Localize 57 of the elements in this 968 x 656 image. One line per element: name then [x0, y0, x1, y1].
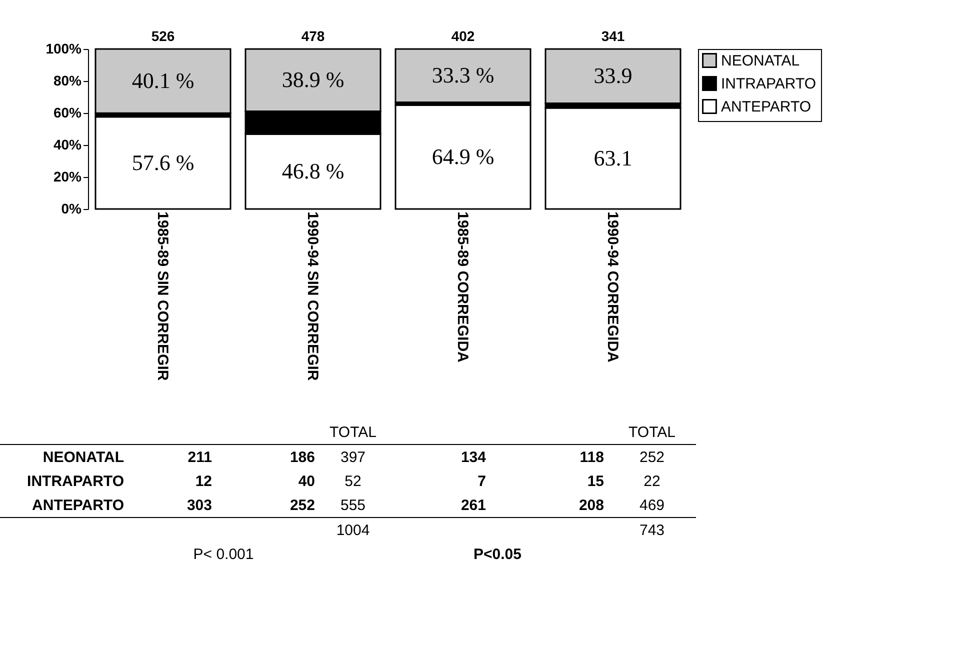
- text: 252: [288, 496, 316, 516]
- annotation: 402: [451, 28, 475, 44]
- data-label: 33.9: [594, 63, 632, 88]
- data-label: 38.9 %: [282, 67, 344, 92]
- text: 208: [578, 496, 605, 516]
- text: NEONATAL: [42, 448, 125, 468]
- text: 12: [194, 472, 213, 492]
- text: 118: [578, 448, 605, 468]
- y-tick-label: 60%: [53, 104, 82, 120]
- text: P<0.05: [472, 544, 522, 564]
- text: TOTAL: [628, 422, 676, 442]
- text: 261: [460, 496, 487, 516]
- x-tick-label: 1985-89 CORREGIDA: [454, 212, 471, 363]
- legend-label: ANTEPARTO: [721, 98, 812, 116]
- text: 555: [339, 496, 367, 516]
- y-tick-label: 80%: [53, 72, 82, 88]
- y-tick-label: 0%: [61, 200, 82, 216]
- bar: [94, 48, 232, 114]
- text: 211: [186, 448, 213, 468]
- data-label: 46.8 %: [282, 158, 344, 184]
- data-label: 64.9 %: [432, 144, 494, 170]
- text: 397: [339, 448, 367, 468]
- annotation: 526: [151, 28, 175, 44]
- text: 252: [638, 448, 666, 468]
- text: 469: [638, 496, 666, 516]
- legend-label: NEONATAL: [721, 52, 800, 70]
- text: 743: [638, 520, 666, 540]
- text: 22: [642, 472, 662, 492]
- x-tick-label: 1990-94 CORREGIDA: [604, 212, 621, 363]
- text: 303: [186, 496, 213, 516]
- text: 15: [586, 472, 605, 492]
- data-label: 63.1: [594, 146, 632, 171]
- bar: [544, 107, 682, 210]
- x-tick-label: 1985-89 SIN CORREGIR: [154, 212, 171, 381]
- data-label: 57.6 %: [132, 150, 194, 175]
- data-label: 33.3 %: [432, 62, 494, 88]
- text: 186: [288, 448, 316, 468]
- y-tick-label: 40%: [53, 136, 82, 152]
- x-tick-label: 1990-94 SIN CORREGIR: [304, 212, 321, 381]
- y-tick-label: 20%: [53, 168, 82, 184]
- annotation: 341: [601, 28, 625, 44]
- text: 40: [297, 472, 316, 492]
- y-tick-label: 100%: [46, 40, 82, 56]
- text: ANTEPARTO: [31, 496, 125, 516]
- text: P< 0.001: [192, 544, 255, 564]
- bar: [94, 116, 232, 210]
- bar: [394, 48, 532, 104]
- legend-label: INTRAPARTO: [721, 76, 816, 92]
- text: 134: [460, 448, 487, 468]
- text: 1004: [335, 520, 371, 540]
- annotation: 478: [301, 28, 325, 44]
- text: 52: [344, 472, 362, 492]
- text: INTRAPARTO: [26, 472, 125, 492]
- text: TOTAL: [328, 422, 378, 442]
- text: 7: [476, 472, 487, 492]
- data-label: 40.1 %: [132, 68, 194, 94]
- bar: [394, 104, 532, 210]
